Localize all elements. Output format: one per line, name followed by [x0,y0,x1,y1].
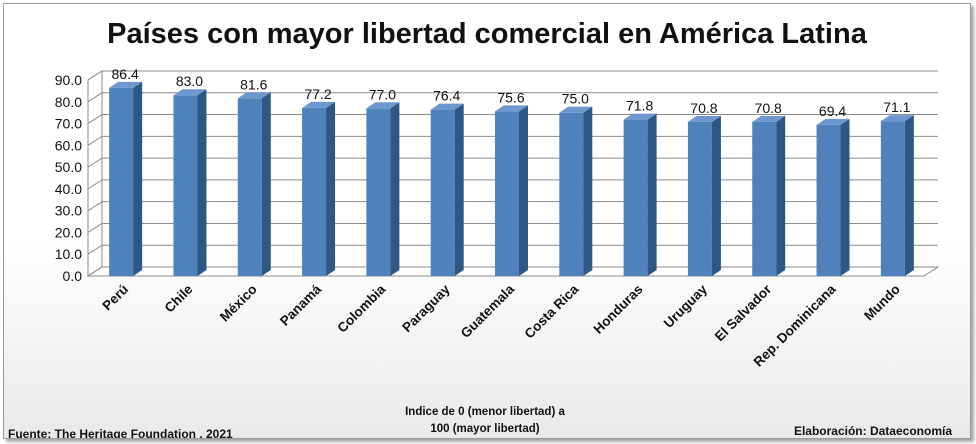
bar-value-label: 77.0 [369,86,396,102]
gridline [87,114,938,124]
source-note: Fuente: The Heritage Foundation , 2021 [8,427,233,439]
x-category-label: Colombia [334,281,388,335]
x-category-label: México [217,282,260,325]
y-tick-label: 40.0 [55,181,82,197]
y-tick-label: 0.0 [63,268,83,284]
chart-title: Países con mayor libertad comercial en A… [107,18,867,50]
x-category-label: Paraguay [399,281,453,335]
bar-value-label: 86.4 [112,66,139,82]
bar [816,124,841,277]
gridline [87,266,938,277]
chart-frame: Países con mayor libertad comercial en A… [3,3,971,439]
x-category-label: Perú [99,282,131,314]
gridline [87,70,938,81]
bar-side [390,102,400,276]
y-tick-label: 80.0 [55,94,82,110]
gridline [87,179,938,190]
y-tick-label: 90.0 [55,72,82,88]
bar-side [776,115,786,277]
y-tick-label: 70.0 [55,116,82,132]
bar-top [495,105,528,112]
x-category-label: Chile [162,281,196,315]
bar-side [647,113,657,276]
y-tick-label: 60.0 [55,137,82,153]
x-category-label: Mundo [861,282,903,324]
gridline [87,157,938,168]
bar-side [840,118,850,277]
bar [366,108,391,276]
bar-side [519,105,528,276]
bar [880,121,905,276]
bar-top [237,92,271,99]
bar-side [197,89,207,276]
bar [752,121,777,277]
bar-value-label: 77.2 [304,86,331,102]
bar-chart: 0.0 10.0 20.0 30.0 40.0 50.0 60.0 70.0 80.0 90.0 8… [55,66,940,370]
bar [623,119,648,276]
bar-top [687,115,721,122]
bar-value-label: 70.8 [755,100,782,116]
y-tick-label: 20.0 [55,224,82,240]
gridline [87,135,938,146]
bar-value-label: 75.6 [497,89,524,105]
y-tick-label: 50.0 [55,159,82,175]
bar-value-label: 81.6 [240,76,267,92]
bar-side [326,101,336,277]
bar-side [711,115,721,277]
bar-top [752,115,786,122]
credit-note: Elaboración: Dataeconomía [793,424,952,438]
bar-value-label: 76.4 [433,88,460,104]
side-wall [87,70,103,277]
gridline [87,201,938,212]
bar-side [454,103,464,277]
bar-value-label: 70.8 [690,100,717,116]
bar [559,112,584,277]
bar [687,121,712,277]
bar [237,98,262,276]
bar [430,109,455,277]
bar-top [173,89,207,96]
bar-top [559,106,593,113]
y-tick-label: 10.0 [55,246,82,262]
x-category-label: Honduras [591,282,646,337]
bar-value-label: 71.1 [883,99,910,115]
gridline [87,222,938,233]
bar-value-label: 69.4 [819,103,846,119]
x-category-label: Costa Rica [521,281,581,341]
bar [173,95,198,276]
bar-side [583,106,593,277]
x-category-label: El Salvador [712,281,775,344]
bar-side [133,81,143,276]
x-axis-label-line2: 100 (mayor libertad) [430,423,540,435]
bar-top [366,102,400,109]
gridline [87,244,938,255]
bar [302,107,327,277]
bar [109,87,134,276]
bar-side [261,92,271,276]
gridline [87,92,938,103]
bar-top [816,118,850,125]
x-category-label: Panamá [277,281,325,329]
x-axis-label: Indice de 0 (menor libertad) a 100 (mayo… [374,404,596,438]
bar-top [880,115,914,122]
bar-top [623,113,657,120]
bar-top [430,103,464,110]
x-category-label: Uruguay [661,281,711,331]
bar-value-label: 71.8 [626,98,653,114]
bar-top [109,81,143,88]
y-tick-label: 30.0 [55,203,82,219]
bar-top [302,101,336,108]
bar-value-label: 75.0 [562,91,589,107]
x-category-label: Guatemala [458,281,518,341]
bar-side [904,115,914,276]
bar [495,111,519,276]
x-axis-label-line1: Indice de 0 (menor libertad) a [405,406,565,418]
bar-value-label: 83.0 [176,73,203,89]
